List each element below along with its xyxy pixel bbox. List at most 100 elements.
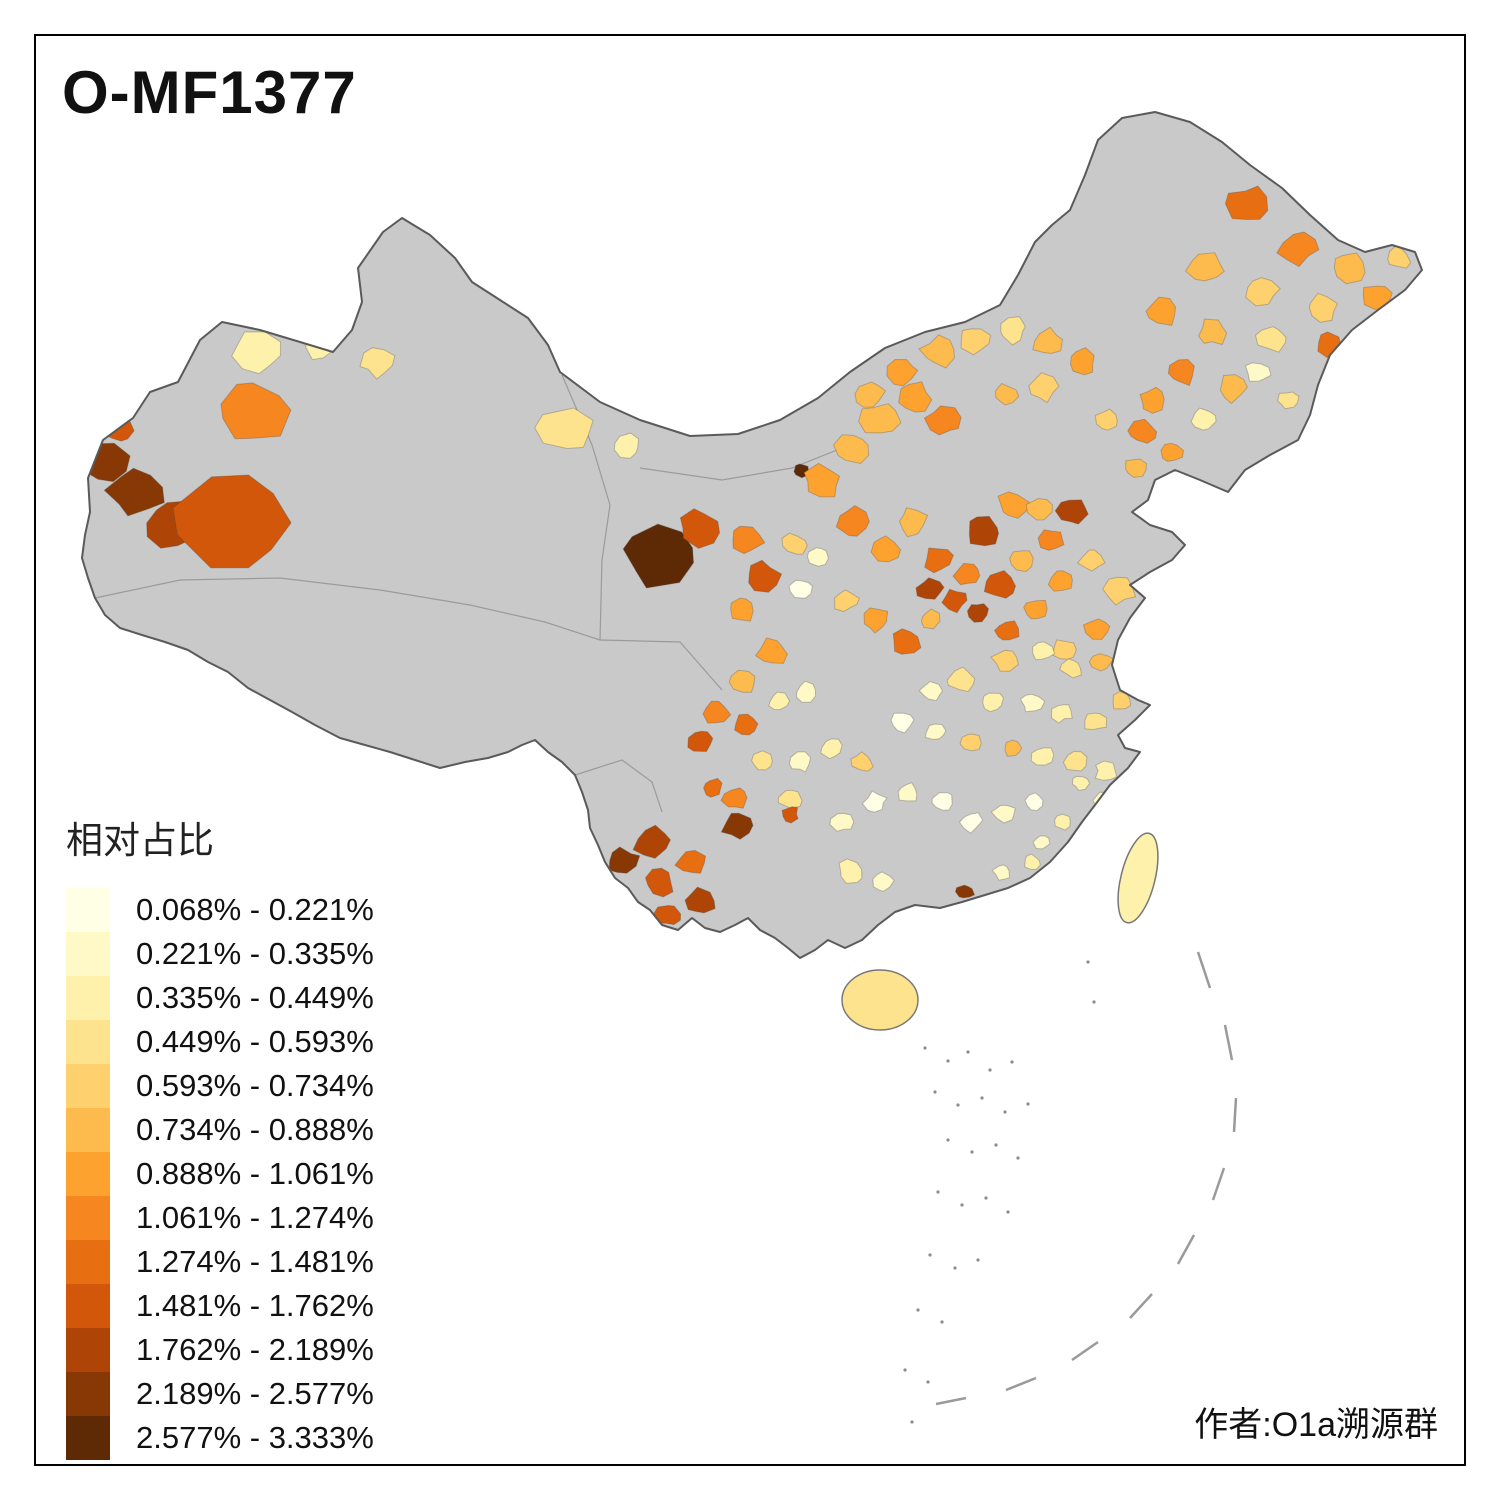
legend-label: 1.274% - 1.481% [136,1244,374,1279]
page-title: O-MF1377 [62,59,357,126]
map-region [1071,775,1091,792]
map-region [924,723,947,741]
legend-label: 0.734% - 0.888% [136,1112,374,1147]
map-region [359,347,396,380]
map-region [959,733,982,752]
legend-swatch [66,1196,110,1240]
legend-item: 0.449% - 0.593% [66,1020,374,1064]
map-region [679,508,721,549]
map-region [941,588,968,614]
map-region [990,649,1019,672]
map-region [1058,658,1082,679]
map-region [1076,549,1106,572]
author-credit: 作者:O1a溯源群 [1194,1406,1438,1444]
map-region [952,562,981,586]
map-region [793,463,809,479]
legend-label: 0.335% - 0.449% [136,980,374,1015]
map-region [983,570,1017,599]
legend-swatch [66,1284,110,1328]
map-region [1047,570,1073,592]
map-region [806,547,829,567]
map-region [751,750,773,771]
map-region [1112,691,1132,710]
legend-title: 相对占比 [66,820,214,861]
map-region [915,577,945,600]
taiwan-island [1117,832,1159,924]
map-region [653,904,682,926]
map-region [1145,296,1177,326]
map-region [898,507,929,538]
legend-item: 1.481% - 1.762% [66,1284,374,1328]
legend-item: 1.274% - 1.481% [66,1240,374,1284]
map-region [1219,374,1248,405]
map-region [898,381,933,413]
map-region [1139,386,1165,414]
map-region [1051,704,1073,724]
map-region [870,535,902,563]
map-region [1094,760,1118,781]
map-region [994,382,1020,406]
map-region [990,804,1016,824]
map-region [931,792,953,811]
map-region [608,846,641,874]
map-region [886,358,919,387]
hainan-island [841,969,919,1031]
map-region [795,680,816,703]
legend: 相对占比 0.068% - 0.221% 0.221% - 0.335% 0.335… [66,810,374,1460]
map-region [1054,499,1089,525]
prefecture-regions [82,185,1412,926]
map-region [918,334,955,369]
map-region [1224,185,1269,221]
map-region [924,547,954,574]
map-region [687,730,714,753]
map-region [231,331,282,375]
map-region [850,751,874,772]
map-region [993,620,1020,641]
map-region [1277,391,1300,410]
legend-swatch [66,1328,110,1372]
legend-label: 0.593% - 0.734% [136,1068,374,1103]
legend-swatch [66,1108,110,1152]
map-region [960,328,992,356]
legend-swatch [66,1064,110,1108]
legend-item: 0.335% - 0.449% [66,976,374,1020]
map-region [674,849,707,874]
map-region [820,738,843,760]
legend-label: 0.068% - 0.221% [136,892,374,927]
map-region [838,858,863,884]
map-region [1062,750,1088,772]
map-region [1052,639,1077,660]
map-region [958,812,984,834]
map-region [1387,244,1412,269]
map-region [1088,653,1115,672]
map-region [613,432,640,459]
map-region [220,382,292,440]
map-region [1125,458,1148,478]
legend-item: 0.593% - 0.734% [66,1064,374,1108]
map-region [1127,418,1158,444]
legend-item: 0.068% - 0.221% [66,888,374,932]
map-region [768,691,791,711]
map-region [954,884,976,899]
map-region [1000,316,1026,346]
legend-item: 1.762% - 2.189% [66,1328,374,1372]
map-region [1082,618,1111,640]
map-region [968,515,1000,547]
map-region [1184,252,1225,282]
legend-label: 0.221% - 0.335% [136,936,374,971]
map-region [872,871,895,892]
map-region [1094,408,1118,431]
map-region [829,812,855,832]
map-region [1308,292,1339,323]
map-region [1254,326,1287,353]
map-region [754,637,788,664]
map-region [1333,252,1366,285]
map-region [1198,318,1228,346]
legend-item: 1.061% - 1.274% [66,1196,374,1240]
map-region [890,712,915,734]
legend-swatch [66,1240,110,1284]
map-region [788,751,812,773]
map-region [861,790,888,813]
map-region [1102,576,1137,606]
legend-swatch [66,1152,110,1196]
